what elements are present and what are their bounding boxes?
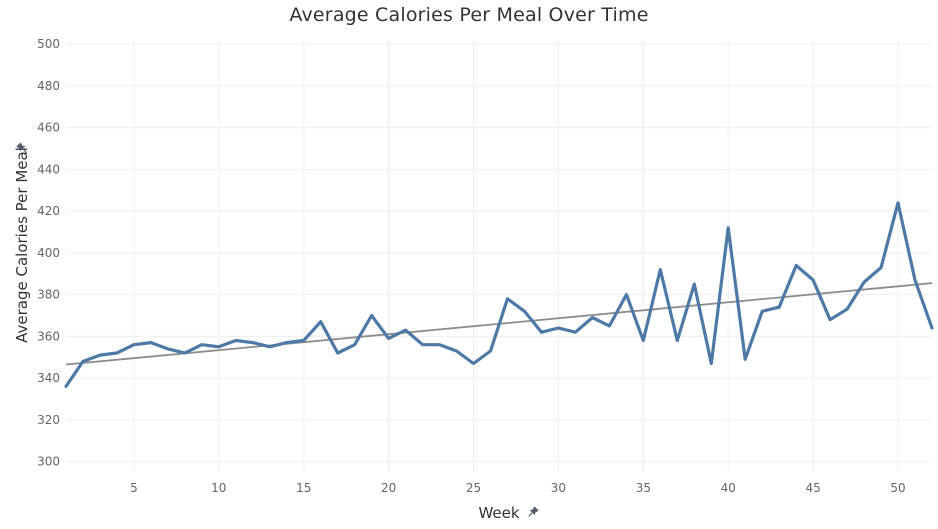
- y-axis-ticks: 300 320 340 360 380 400 420 440 460 480 500: [37, 37, 60, 468]
- y-tick-label: 340: [37, 371, 60, 385]
- x-tick-label: 15: [296, 481, 311, 495]
- gridlines: [66, 40, 932, 472]
- y-axis-title[interactable]: Average Calories Per Meal: [13, 142, 31, 343]
- x-tick-label: 20: [381, 481, 396, 495]
- x-tick-label: 30: [551, 481, 566, 495]
- series-layer: [64, 201, 934, 388]
- y-tick-label: 400: [37, 246, 60, 260]
- x-tick-label: 10: [211, 481, 226, 495]
- x-axis-title[interactable]: Week: [478, 504, 539, 522]
- chart-title: Average Calories Per Meal Over Time: [289, 4, 649, 26]
- x-tick-label: 50: [890, 481, 905, 495]
- x-tick-label: 35: [636, 481, 651, 495]
- pin-icon: [528, 506, 539, 517]
- y-tick-label: 300: [37, 455, 60, 469]
- x-tick-label: 5: [130, 481, 138, 495]
- x-axis-ticks: 5 10 15 20 25 30 35 40 45 50: [130, 481, 906, 495]
- x-axis-title-text: Week: [478, 504, 519, 522]
- y-tick-label: 420: [37, 204, 60, 218]
- pin-icon: [16, 142, 27, 153]
- y-tick-label: 500: [37, 37, 60, 51]
- y-tick-label: 460: [37, 121, 60, 135]
- y-tick-label: 440: [37, 162, 60, 176]
- y-axis-title-text: Average Calories Per Meal: [13, 147, 31, 343]
- x-tick-label: 25: [466, 481, 481, 495]
- y-tick-label: 380: [37, 288, 60, 302]
- series-line[interactable]: [64, 201, 934, 388]
- y-tick-label: 480: [37, 79, 60, 93]
- y-tick-label: 320: [37, 413, 60, 427]
- y-tick-label: 360: [37, 329, 60, 343]
- x-tick-label: 40: [721, 481, 736, 495]
- x-tick-label: 45: [805, 481, 820, 495]
